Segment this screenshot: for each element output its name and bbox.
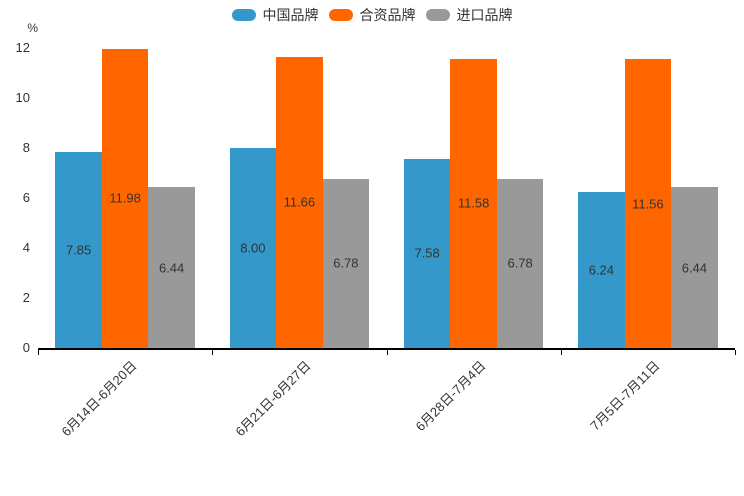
x-category-label: 6月21日-6月27日 — [232, 358, 314, 440]
legend-label: 合资品牌 — [359, 7, 416, 23]
legend-marker-icon — [328, 9, 353, 21]
chart-legend: 中国品牌 合资品牌 进口品牌 — [0, 8, 744, 22]
legend-item-1[interactable]: 合资品牌 — [328, 7, 416, 23]
y-tick-label: 0 — [22, 340, 30, 355]
bar-value-label: 11.98 — [109, 190, 141, 206]
bar-value-label: 7.58 — [414, 245, 440, 261]
legend-label: 进口品牌 — [456, 7, 513, 23]
bar-value-label: 7.85 — [65, 242, 92, 258]
bar-value-label: 8.00 — [240, 240, 266, 256]
x-axis-tick — [212, 350, 214, 355]
y-axis-unit-label: % — [27, 21, 38, 35]
bar-进口品牌-3[interactable]: 6.44 — [671, 187, 718, 348]
bar-进口品牌-1[interactable]: 6.78 — [322, 178, 370, 348]
y-tick-label: 6 — [22, 190, 30, 205]
bar-value-label: 6.44 — [158, 260, 185, 275]
bar-中国品牌-3[interactable]: 6.24 — [578, 192, 625, 348]
bar-value-label: 11.58 — [457, 195, 490, 211]
bar-value-label: 6.78 — [507, 255, 533, 271]
bar-value-label: 6.78 — [333, 255, 359, 271]
bar-中国品牌-1[interactable]: 8.00 — [229, 148, 277, 348]
y-tick-label: 4 — [22, 240, 30, 255]
bar-value-label: 11.56 — [632, 196, 664, 211]
y-tick-label: 8 — [22, 140, 30, 155]
bar-合资品牌-2[interactable]: 11.58 — [450, 58, 497, 348]
bar-value-label: 11.66 — [283, 194, 316, 210]
legend-marker-icon — [425, 9, 450, 21]
y-tick-label: 2 — [22, 290, 30, 305]
bar-合资品牌-3[interactable]: 11.56 — [624, 59, 672, 348]
x-axis-tick — [38, 350, 39, 355]
y-tick-label: 12 — [15, 40, 30, 55]
x-category-label: 7月5日-7月11日 — [587, 358, 663, 434]
x-axis-line — [38, 348, 735, 350]
bar-合资品牌-1[interactable]: 11.66 — [276, 56, 323, 348]
x-axis-tick — [386, 350, 388, 355]
legend-marker-icon — [231, 9, 256, 21]
bar-进口品牌-2[interactable]: 6.78 — [496, 178, 544, 348]
bar-进口品牌-0[interactable]: 6.44 — [148, 187, 195, 348]
bar-中国品牌-2[interactable]: 7.58 — [403, 158, 451, 348]
bar-value-label: 6.24 — [588, 262, 615, 278]
x-category-label: 6月14日-6月20日 — [58, 358, 140, 440]
legend-label: 中国品牌 — [262, 7, 319, 23]
x-category-label: 6月28日-7月4日 — [412, 358, 489, 435]
bar-合资品牌-0[interactable]: 11.98 — [101, 48, 149, 348]
legend-item-2[interactable]: 进口品牌 — [425, 7, 513, 23]
x-axis-tick — [560, 350, 562, 355]
y-tick-label: 10 — [15, 90, 30, 105]
legend-item-0[interactable]: 中国品牌 — [231, 7, 319, 23]
bar-中国品牌-0[interactable]: 7.85 — [55, 151, 102, 348]
bar-value-label: 6.44 — [681, 260, 708, 275]
x-axis-tick — [735, 350, 736, 355]
